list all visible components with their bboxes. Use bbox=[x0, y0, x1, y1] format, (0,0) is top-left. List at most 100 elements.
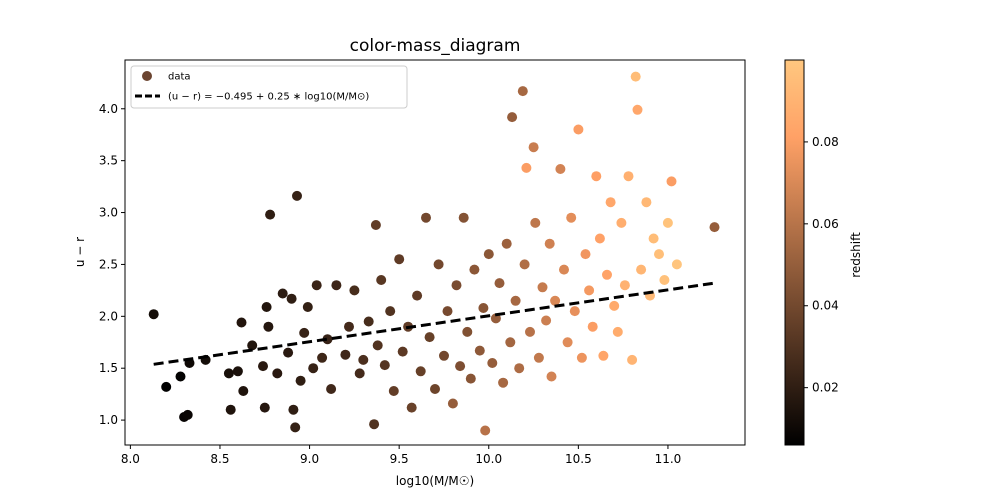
data-point bbox=[358, 354, 369, 365]
data-point bbox=[458, 212, 469, 223]
colorbar-gradient bbox=[784, 59, 805, 446]
colorbar-ticks: 0.02 0.04 0.06 0.08 bbox=[804, 135, 839, 395]
data-point bbox=[225, 404, 236, 415]
data-point bbox=[369, 419, 380, 430]
data-point bbox=[528, 142, 539, 153]
data-point bbox=[641, 197, 652, 208]
data-point bbox=[302, 302, 313, 312]
data-point bbox=[370, 220, 381, 230]
fit-line bbox=[153, 281, 713, 366]
data-point bbox=[148, 309, 159, 320]
data-point bbox=[376, 275, 387, 285]
data-point bbox=[559, 264, 569, 275]
data-point bbox=[501, 238, 512, 249]
data-point bbox=[299, 327, 310, 338]
data-point bbox=[349, 285, 360, 296]
x-axis-ticks: 8.0 8.5 9.0 9.5 10.0 10.5 11.0 bbox=[121, 445, 681, 466]
data-point bbox=[379, 360, 390, 371]
data-point bbox=[519, 259, 530, 270]
data-point bbox=[272, 368, 283, 379]
data-point bbox=[469, 264, 480, 275]
data-point bbox=[584, 285, 595, 296]
data-point bbox=[569, 306, 580, 317]
data-point bbox=[433, 259, 444, 270]
y-tick-label: 3.5 bbox=[99, 154, 118, 168]
data-point bbox=[609, 300, 620, 311]
data-point bbox=[232, 366, 243, 377]
y-tick-label: 3.0 bbox=[99, 206, 118, 220]
data-point bbox=[505, 337, 516, 348]
colorbar-tick-label: 0.04 bbox=[812, 299, 839, 313]
data-point bbox=[292, 190, 302, 201]
x-tick-label: 10.5 bbox=[565, 452, 592, 466]
colorbar: 0.02 0.04 0.06 0.08 redshift bbox=[784, 59, 863, 446]
data-point bbox=[580, 249, 591, 260]
data-point bbox=[498, 377, 509, 388]
data-point bbox=[648, 233, 659, 244]
data-point bbox=[487, 358, 498, 368]
x-tick-label: 9.5 bbox=[390, 452, 409, 466]
data-point bbox=[616, 217, 627, 228]
data-point bbox=[175, 371, 186, 382]
data-point bbox=[363, 316, 374, 327]
data-point bbox=[223, 368, 234, 379]
data-point bbox=[317, 352, 328, 363]
data-point bbox=[259, 402, 270, 413]
data-point bbox=[442, 306, 453, 317]
legend-fit-label: (u − r) = −0.495 + 0.25 ∗ log10(M/M⊙) bbox=[168, 92, 369, 103]
legend-data-marker bbox=[142, 71, 152, 81]
data-point bbox=[455, 361, 466, 372]
data-point bbox=[263, 321, 274, 332]
x-tick-label: 8.0 bbox=[121, 452, 140, 466]
x-tick-label: 11.0 bbox=[655, 452, 682, 466]
data-point bbox=[530, 217, 541, 228]
y-tick-label: 1.0 bbox=[99, 413, 118, 427]
data-point bbox=[331, 280, 342, 291]
data-point bbox=[483, 249, 494, 260]
data-point bbox=[258, 361, 268, 372]
data-point bbox=[424, 332, 435, 343]
data-point bbox=[521, 162, 532, 173]
data-point bbox=[238, 386, 249, 396]
data-point bbox=[295, 375, 306, 386]
plot-area bbox=[124, 59, 746, 446]
colorbar-tick-label: 0.02 bbox=[812, 381, 839, 395]
y-tick-label: 1.5 bbox=[99, 361, 118, 375]
colorbar-label: redshift bbox=[849, 232, 863, 278]
data-point bbox=[388, 386, 399, 396]
data-point bbox=[415, 366, 426, 377]
data-point bbox=[236, 317, 247, 328]
data-point bbox=[623, 171, 634, 182]
data-point bbox=[671, 259, 682, 270]
data-point bbox=[517, 86, 528, 97]
data-point bbox=[630, 71, 641, 82]
data-point bbox=[573, 124, 584, 135]
data-point bbox=[566, 212, 577, 223]
data-point bbox=[576, 352, 587, 363]
data-point bbox=[354, 368, 365, 379]
x-tick-label: 9.0 bbox=[300, 452, 319, 466]
data-point bbox=[344, 321, 354, 332]
data-point bbox=[598, 350, 609, 361]
data-point bbox=[709, 222, 720, 233]
data-point bbox=[533, 352, 544, 363]
data-point bbox=[326, 384, 337, 394]
data-point bbox=[654, 249, 664, 260]
data-point bbox=[447, 398, 458, 409]
data-point bbox=[662, 217, 673, 228]
data-point bbox=[619, 280, 630, 291]
data-point bbox=[510, 295, 521, 306]
data-point bbox=[587, 321, 598, 332]
y-tick-label: 4.0 bbox=[99, 102, 118, 116]
data-point bbox=[480, 425, 491, 436]
data-point bbox=[412, 290, 423, 301]
data-point bbox=[602, 269, 612, 280]
data-point bbox=[451, 280, 462, 291]
data-point bbox=[591, 171, 602, 182]
y-tick-label: 2.0 bbox=[99, 309, 118, 323]
data-point bbox=[478, 303, 489, 313]
data-point bbox=[406, 402, 417, 413]
data-point bbox=[247, 340, 258, 351]
